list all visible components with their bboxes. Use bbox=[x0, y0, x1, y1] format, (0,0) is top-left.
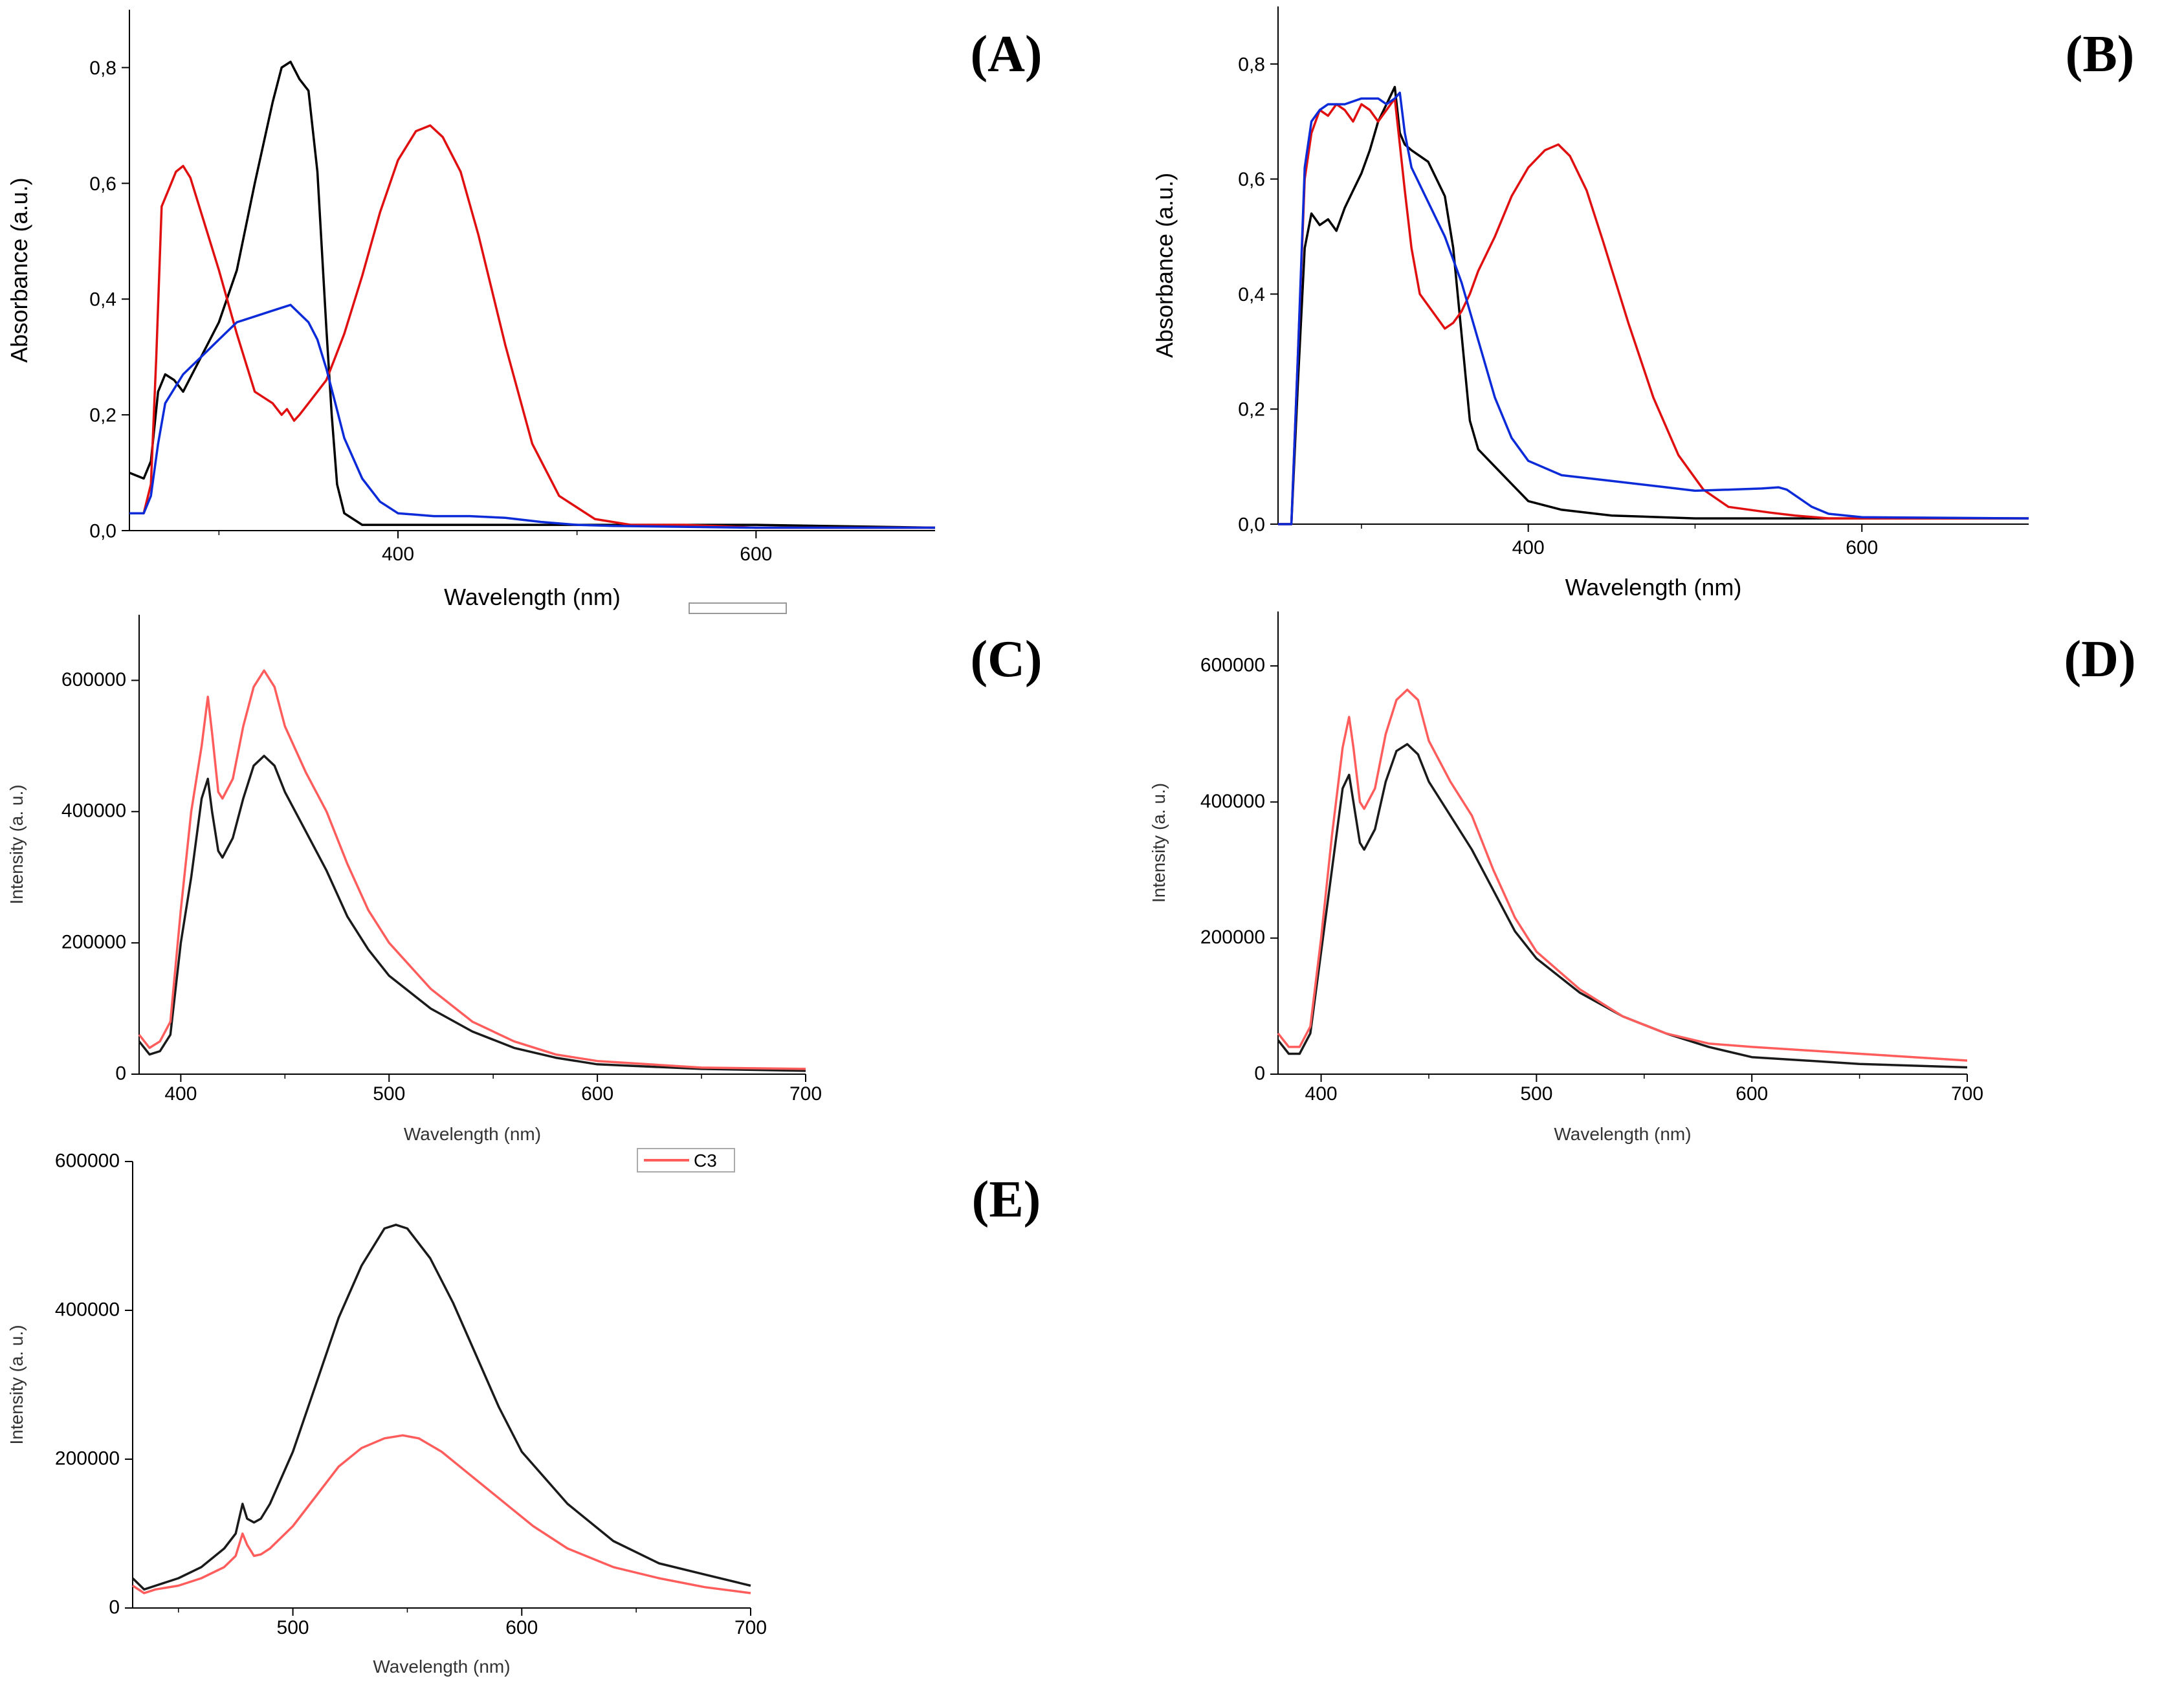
y-tick-label: 0,0 bbox=[89, 521, 116, 542]
x-tick-label: 500 bbox=[373, 1083, 405, 1105]
chart-panel-e: 500 600 700 0 200000 400000 600000 Wavelength (… bbox=[6, 1148, 1041, 1677]
x-axis-title: Wavelength (nm) bbox=[1565, 574, 1742, 600]
y-tick-label: 0,4 bbox=[89, 289, 116, 311]
panel-label: (A) bbox=[970, 26, 1042, 83]
x-axis-title: Wavelength (nm) bbox=[373, 1657, 510, 1677]
x-tick-label: 400 bbox=[164, 1083, 197, 1105]
x-tick-label: 700 bbox=[789, 1083, 822, 1105]
x-tick-label: 400 bbox=[1305, 1083, 1338, 1105]
y-tick-label: 400000 bbox=[61, 800, 126, 822]
y-tick-label: 400000 bbox=[1200, 791, 1265, 812]
series-line-black bbox=[1278, 85, 2029, 525]
y-tick-label: 600000 bbox=[1200, 655, 1265, 676]
y-tick-label: 200000 bbox=[61, 932, 126, 953]
y-tick-label: 0 bbox=[109, 1596, 120, 1618]
y-tick-label: 0 bbox=[115, 1063, 126, 1084]
panel-label: (E) bbox=[972, 1171, 1041, 1228]
y-axis-title: Intensity (a. u.) bbox=[1149, 783, 1169, 903]
y-tick-label: 0,2 bbox=[89, 405, 116, 426]
y-tick-label: 0,2 bbox=[1238, 399, 1265, 421]
y-tick-label: 200000 bbox=[55, 1448, 120, 1469]
chart-panel-b: 400 600 0,0 0,2 0,4 0,6 0,8 Wavelength (nm) Abso… bbox=[1151, 6, 2134, 600]
x-tick-label: 600 bbox=[581, 1083, 613, 1105]
x-tick-label: 500 bbox=[1520, 1083, 1552, 1105]
x-tick-label: 400 bbox=[382, 544, 414, 565]
y-axis-title: Absorbance (a.u.) bbox=[1151, 173, 1178, 358]
series-line-black bbox=[138, 754, 806, 1072]
y-tick-label: 0,4 bbox=[1238, 284, 1265, 305]
y-axis-title: Intensity (a. u.) bbox=[6, 1325, 27, 1444]
x-tick-label: 700 bbox=[734, 1617, 767, 1638]
y-axis-title: Absorbance (a.u.) bbox=[6, 177, 32, 362]
y-tick-label: 600000 bbox=[61, 669, 126, 690]
y-tick-label: 0,6 bbox=[1238, 169, 1265, 190]
y-tick-label: 0,0 bbox=[1238, 514, 1265, 536]
chart-panel-d: 400 500 600 700 0 200000 400000 600000 Wavelengt… bbox=[1149, 611, 2136, 1144]
series-line-red bbox=[132, 1434, 751, 1594]
x-axis-title: Wavelength (nm) bbox=[404, 1124, 541, 1144]
y-tick-label: 600000 bbox=[55, 1150, 120, 1171]
x-axis-title: Wavelength (nm) bbox=[1554, 1124, 1691, 1144]
series-line-black bbox=[131, 1224, 751, 1591]
series-line-red bbox=[129, 124, 935, 529]
y-tick-label: 200000 bbox=[1200, 927, 1265, 948]
legend-label: C3 bbox=[694, 1151, 717, 1171]
x-tick-label: 600 bbox=[1846, 537, 1878, 558]
y-tick-label: 0,6 bbox=[89, 173, 116, 195]
x-tick-label: 500 bbox=[277, 1617, 309, 1638]
panel-label: (B) bbox=[2066, 26, 2135, 83]
x-tick-label: 600 bbox=[740, 544, 772, 565]
x-tick-label: 700 bbox=[1951, 1083, 1983, 1105]
series-line-red bbox=[1277, 688, 1968, 1062]
panel-label: (D) bbox=[2064, 631, 2135, 688]
y-axis-title: Intensity (a. u.) bbox=[6, 784, 27, 904]
y-tick-label: 0,8 bbox=[89, 58, 116, 79]
panel-label: (C) bbox=[970, 631, 1042, 688]
legend: C3 bbox=[637, 1148, 735, 1173]
chart-panel-c: 400 500 600 700 0 200000 400000 600000 Wavelengt… bbox=[6, 615, 1042, 1144]
chart-panel-a: 400 600 0,0 0,2 0,4 0,6 0,8 Wavelength (nm) Abso… bbox=[6, 10, 1042, 610]
series-line-red bbox=[138, 669, 806, 1070]
y-tick-label: 0,8 bbox=[1238, 54, 1265, 75]
series-line-black bbox=[1277, 743, 1968, 1069]
y-tick-label: 400000 bbox=[55, 1299, 120, 1320]
x-axis-title: Wavelength (nm) bbox=[444, 584, 621, 610]
x-tick-label: 400 bbox=[1512, 537, 1545, 558]
series-line-black bbox=[129, 60, 936, 529]
series-line-blue bbox=[1278, 91, 2029, 525]
y-tick-label: 0 bbox=[1254, 1063, 1265, 1084]
legend-box-remnant bbox=[689, 602, 787, 614]
x-tick-label: 600 bbox=[1736, 1083, 1768, 1105]
series-line-blue bbox=[129, 303, 935, 529]
x-tick-label: 600 bbox=[505, 1617, 538, 1638]
series-line-red bbox=[1278, 97, 2029, 525]
